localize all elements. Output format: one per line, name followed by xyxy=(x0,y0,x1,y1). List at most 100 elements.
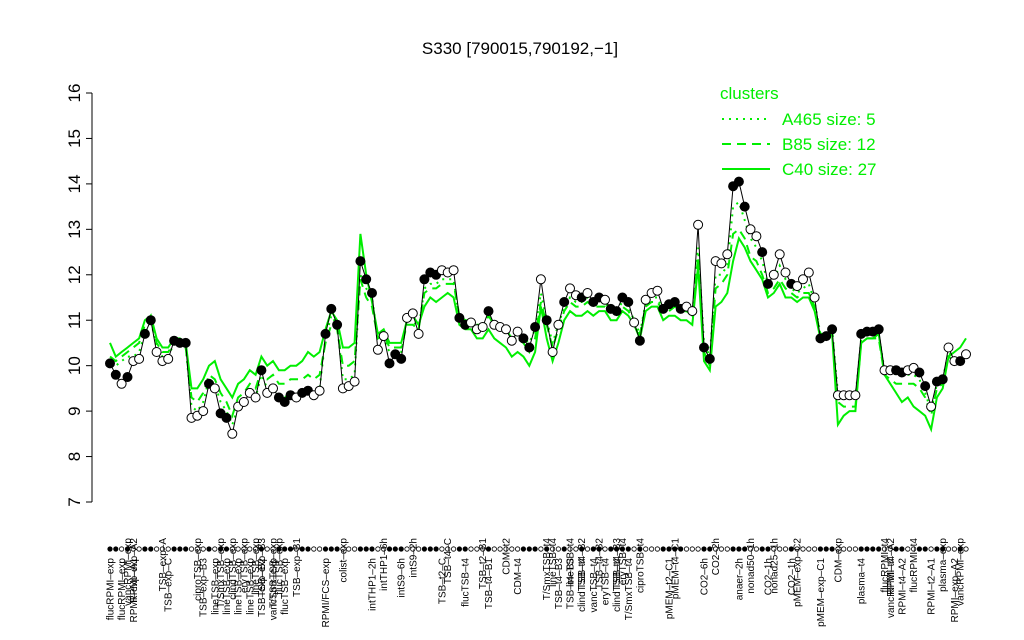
rug-marker xyxy=(474,546,480,552)
x-tick-label-top: ciproTSB–exp xyxy=(193,538,204,601)
data-point xyxy=(227,428,238,439)
x-tick-label-top: intTHP1–6h xyxy=(379,538,390,591)
rug-marker xyxy=(235,546,241,552)
x-tick-label-bottom: TSB–t4–B3 xyxy=(566,558,577,610)
rug-marker xyxy=(782,546,789,552)
rug-marker xyxy=(282,546,288,552)
data-point xyxy=(623,297,634,307)
x-tick-label-top: ciproTSB–t4 xyxy=(635,538,646,593)
x-tick-label-top: T/SmxTSB–exp xyxy=(269,538,280,608)
rug-marker xyxy=(340,546,346,552)
data-point xyxy=(355,256,366,267)
rug-marker xyxy=(305,546,311,552)
data-point xyxy=(803,267,814,278)
rug-marker xyxy=(899,546,905,552)
rug-marker xyxy=(660,546,666,552)
rug-marker xyxy=(188,546,195,552)
rug-marker xyxy=(777,546,783,552)
data-point xyxy=(419,274,430,285)
rug-marker xyxy=(381,546,387,552)
rug-marker xyxy=(887,546,893,552)
rug-marker xyxy=(712,546,719,552)
data-point xyxy=(722,249,733,260)
data-point xyxy=(739,201,750,212)
x-tick-label-top: clindTSB–exp xyxy=(228,538,239,600)
x-tick-label-bottom: TSB–exp–B2 xyxy=(257,558,268,617)
x-tick-label-top: CDM–exp xyxy=(833,538,844,583)
rug-marker xyxy=(619,546,626,552)
rug-marker xyxy=(491,546,497,552)
rug-marker xyxy=(864,546,870,552)
data-point xyxy=(809,292,820,303)
x-tick-label-bottom: lineTSB–exp xyxy=(234,558,245,615)
data-point xyxy=(349,376,360,387)
data-point xyxy=(768,269,779,280)
x-tick-label-top: eryTSB–exp xyxy=(239,538,250,593)
data-point xyxy=(361,274,372,285)
rug-marker xyxy=(747,546,754,552)
rug-marker xyxy=(910,546,917,552)
x-tick-label-bottom: RPMI–t4–A2 xyxy=(897,558,908,615)
data-point xyxy=(541,315,552,326)
rug-marker xyxy=(351,546,358,552)
x-tick-label-bottom: vancRPMI–t4 xyxy=(886,558,897,618)
data-point xyxy=(326,303,337,314)
x-tick-label-top: lineTSB–t4 xyxy=(566,538,577,587)
x-tick-label-top: flucRPMI–t4 xyxy=(880,538,891,593)
chart-title: S330 [790015,790192,−1] xyxy=(422,39,618,58)
x-tick-label-top: TSB–t4–B2 xyxy=(577,538,588,590)
rug-marker xyxy=(701,546,707,552)
rug-marker xyxy=(316,546,323,552)
x-tick-label-top: TSB–t4–C xyxy=(443,538,454,584)
cluster-rug xyxy=(107,546,969,552)
x-tick-label-bottom: CO2–1h xyxy=(787,558,798,595)
rug-marker xyxy=(509,546,515,552)
rug-marker xyxy=(608,546,614,552)
rug-marker xyxy=(613,546,620,552)
data-point xyxy=(501,324,511,335)
rug-marker xyxy=(596,546,602,552)
rug-marker xyxy=(765,546,771,552)
x-tick-label-top: RPMI–exp–A2 xyxy=(129,538,140,603)
data-point xyxy=(524,342,535,353)
x-tick-label-bottom: lineTSB–exp xyxy=(210,558,221,615)
data-point xyxy=(582,288,593,298)
data-point xyxy=(827,324,838,335)
rug-marker xyxy=(520,546,527,552)
x-tick-label-bottom: TSB–exp–B3 xyxy=(199,558,210,617)
x-tick-label-bottom: RPMI/FCS–exp xyxy=(321,558,332,628)
rug-marker xyxy=(142,546,148,552)
rug-marker xyxy=(811,546,818,552)
data-point xyxy=(268,383,278,394)
x-tick-label-top: TSB–t4–B2 xyxy=(595,538,606,590)
rug-marker xyxy=(241,546,247,552)
data-point xyxy=(780,267,791,278)
rug-marker xyxy=(584,546,591,552)
x-tick-label-bottom: T/SmxTSB–t4 xyxy=(624,558,635,621)
data-point xyxy=(716,258,727,269)
rug-marker xyxy=(835,546,841,552)
rug-marker xyxy=(590,546,596,552)
x-tick-label-bottom: lineTSB–exp xyxy=(245,558,256,615)
data-point xyxy=(448,265,459,276)
x-tick-label-top: CDM–t2 xyxy=(502,538,513,575)
rug-marker xyxy=(450,546,457,552)
data-point xyxy=(634,335,645,346)
rug-marker xyxy=(503,546,509,552)
x-tick-label-bottom: CO2–6h xyxy=(700,558,711,595)
rug-marker xyxy=(957,546,963,552)
x-tick-label-top: RPMI–t4–A2 xyxy=(886,538,897,595)
x-tick-label-bottom: pMEM–t2–C1 xyxy=(665,558,676,620)
data-point xyxy=(547,347,558,357)
data-point xyxy=(693,219,704,230)
rug-marker xyxy=(293,546,299,552)
rug-marker xyxy=(229,546,235,552)
x-tick-label-bottom: vancTSB–t4 xyxy=(589,558,600,613)
x-tick-label-top: colist–exp xyxy=(338,538,349,583)
data-point xyxy=(256,365,267,376)
x-tick-label-top: flucRPMI–t4 xyxy=(909,538,920,593)
x-tick-label-top: TSB–exp–B1 xyxy=(292,538,303,597)
x-tick-label-top: T/SmxTSB–t4 xyxy=(542,538,553,601)
data-point xyxy=(151,347,162,357)
rug-marker xyxy=(462,546,468,552)
